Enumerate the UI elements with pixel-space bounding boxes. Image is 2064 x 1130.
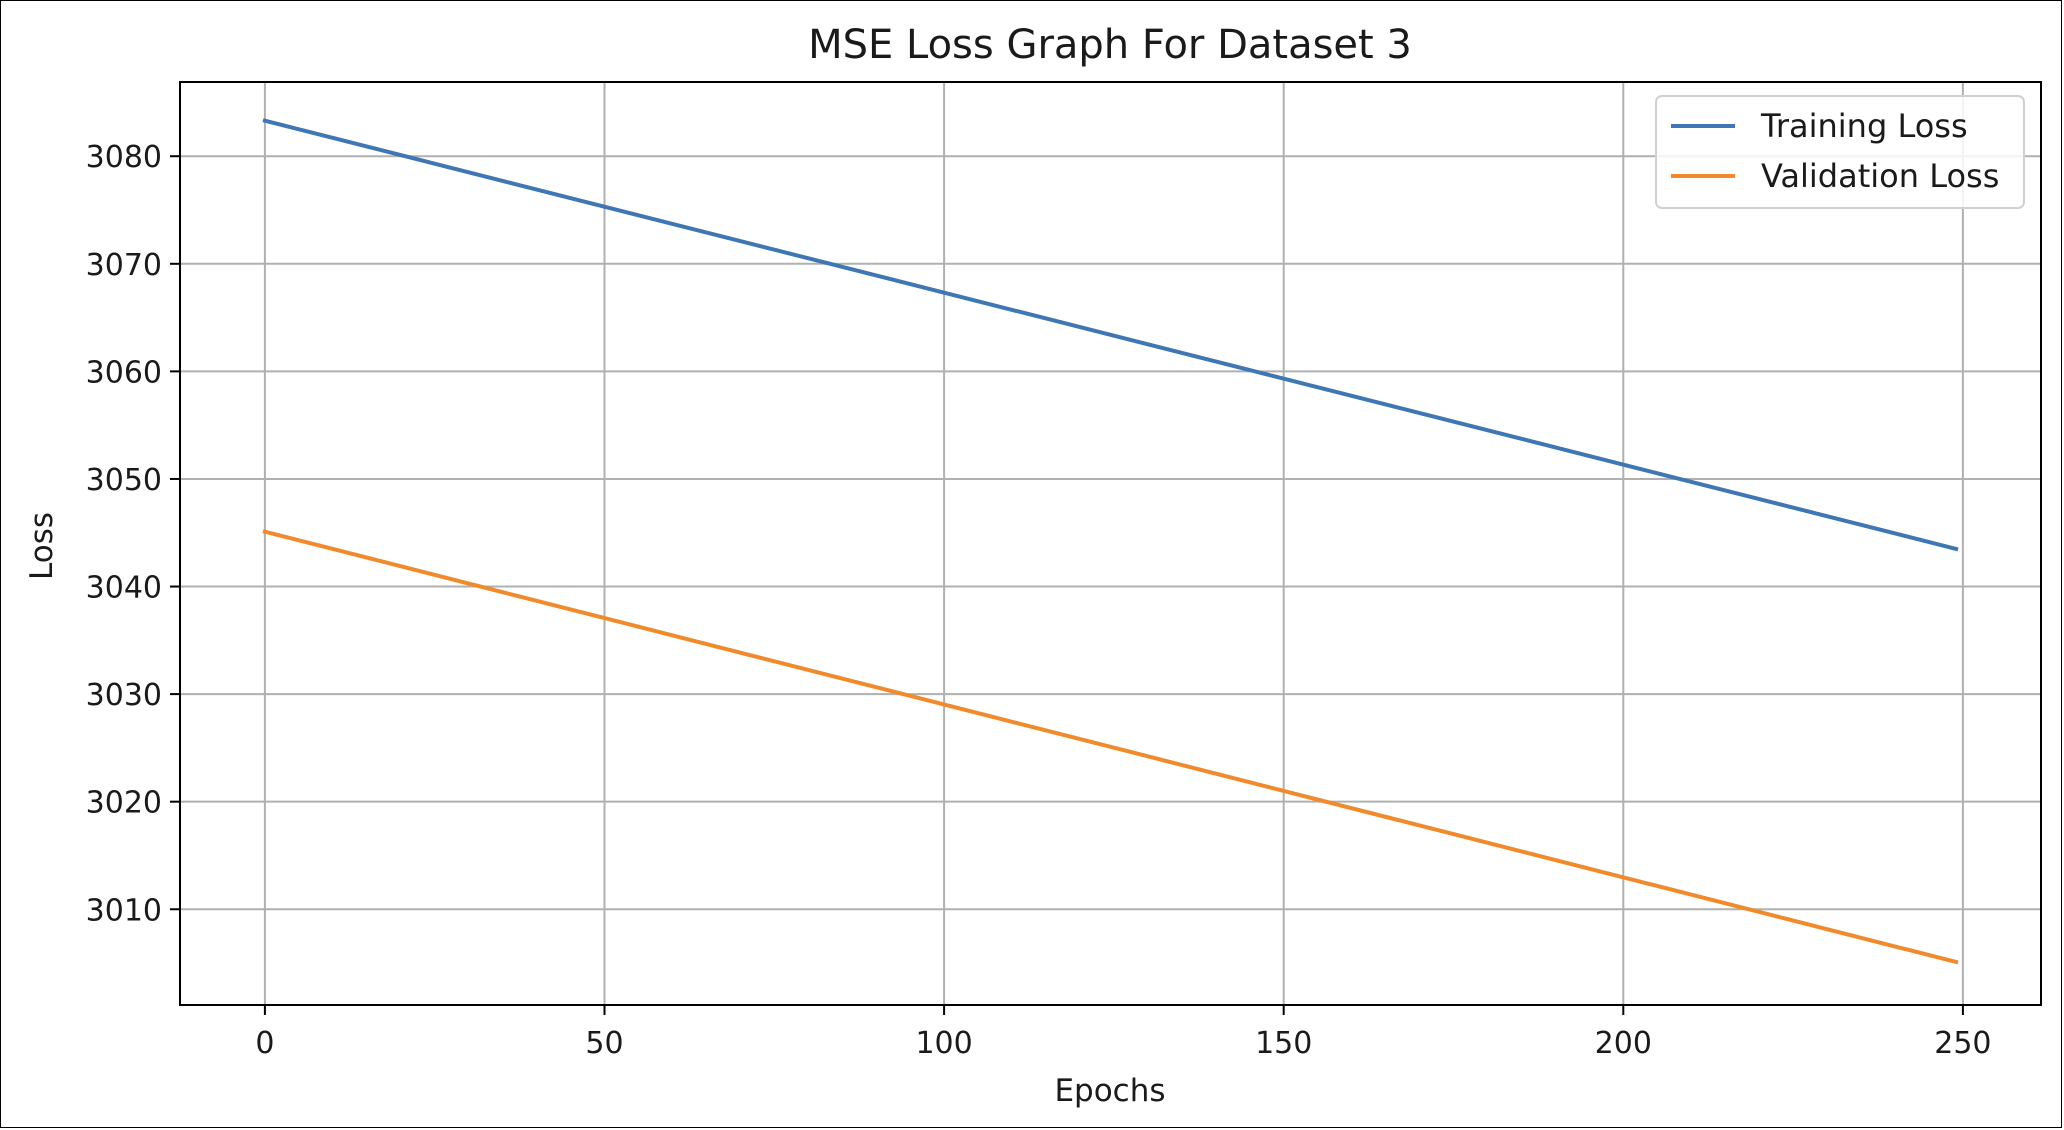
x-axis: 0 50 100 150 200 250 xyxy=(255,1005,1992,1061)
x-tick-label: 250 xyxy=(1934,1026,1991,1061)
x-tick-label: 100 xyxy=(915,1026,972,1061)
x-axis-label: Epochs xyxy=(1054,1073,1165,1109)
y-tick-label: 3050 xyxy=(86,463,162,498)
y-tick-label: 3020 xyxy=(86,786,162,821)
y-tick-label: 3030 xyxy=(86,678,162,713)
series-layer xyxy=(262,118,1959,965)
legend-label: Training Loss xyxy=(1760,107,1968,145)
plot-area xyxy=(179,81,2042,1006)
y-tick-label: 3040 xyxy=(86,571,162,606)
legend-box xyxy=(1655,95,2025,209)
x-tick-label: 50 xyxy=(585,1026,623,1061)
y-tick-label: 3010 xyxy=(86,893,162,928)
series-line-training-loss xyxy=(262,118,1959,552)
x-tick-label: 0 xyxy=(255,1026,274,1061)
y-axis: 3010 3020 3030 3040 3050 3060 3070 3080 xyxy=(86,140,180,928)
y-tick-label: 3070 xyxy=(86,248,162,283)
legend-label: Validation Loss xyxy=(1761,157,1999,195)
x-tick-label: 150 xyxy=(1255,1026,1312,1061)
x-tick-label: 200 xyxy=(1595,1026,1652,1061)
series-line-validation-loss xyxy=(262,529,1959,965)
y-axis-label: Loss xyxy=(24,512,60,580)
grid-lines xyxy=(180,82,2041,1005)
legend: Training Loss Validation Loss xyxy=(1655,95,2025,209)
chart-title: MSE Loss Graph For Dataset 3 xyxy=(808,22,1412,68)
y-tick-label: 3060 xyxy=(86,355,162,390)
y-tick-label: 3080 xyxy=(86,140,162,175)
